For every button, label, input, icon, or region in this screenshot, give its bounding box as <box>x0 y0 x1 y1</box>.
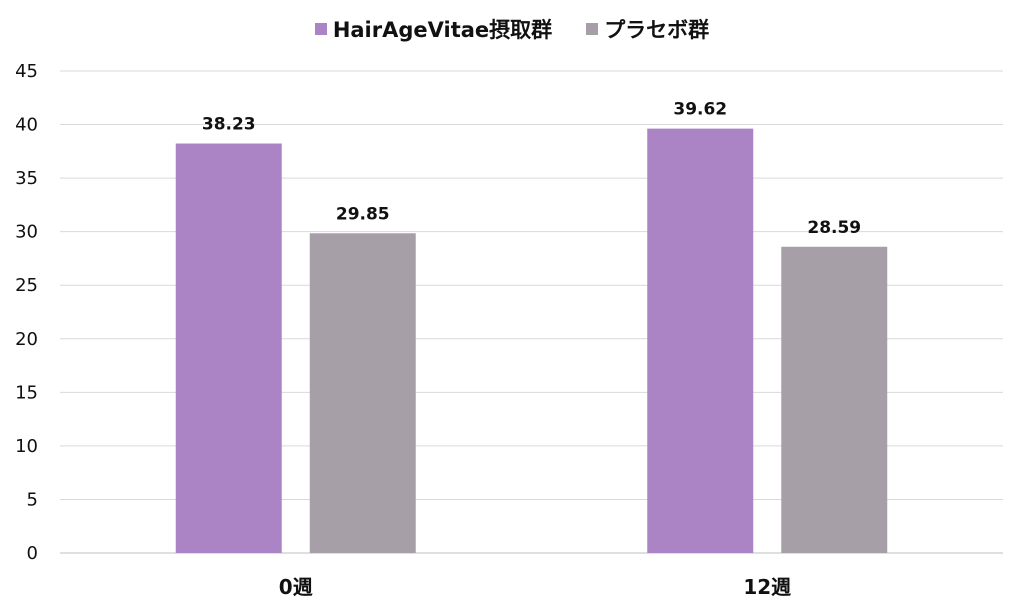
y-tick-label: 20 <box>15 329 38 350</box>
y-tick-label: 10 <box>15 436 38 457</box>
y-tick-label: 25 <box>15 275 38 296</box>
bar <box>309 233 416 554</box>
legend-swatch-placebo <box>586 23 599 35</box>
data-label: 28.59 <box>807 218 861 238</box>
bar <box>781 246 888 553</box>
data-label: 38.23 <box>202 115 256 135</box>
data-label: 39.62 <box>673 100 727 120</box>
x-category-label: 12週 <box>743 575 791 599</box>
y-tick-label: 30 <box>15 222 38 243</box>
y-tick-label: 45 <box>15 61 38 82</box>
legend-swatch-hairagevitae <box>314 23 327 35</box>
legend-item-hairagevitae: HairAgeVitae摂取群 <box>314 14 553 44</box>
legend-label-placebo: プラセボ群 <box>604 18 710 42</box>
y-tick-label: 35 <box>15 168 38 189</box>
chart-legend: HairAgeVitae摂取群 プラセボ群 <box>0 14 1024 44</box>
y-tick-label: 15 <box>15 382 38 403</box>
y-axis-ticks: 0 5 10 15 20 25 30 35 40 45 <box>15 61 38 564</box>
x-category-label: 0週 <box>279 575 313 599</box>
y-tick-label: 40 <box>15 115 38 136</box>
y-tick-label: 0 <box>27 543 38 564</box>
legend-item-placebo: プラセボ群 <box>586 14 709 44</box>
bar <box>175 143 282 553</box>
x-axis-categories: 0週 12週 <box>279 575 791 599</box>
bar <box>647 128 754 553</box>
legend-label-hairagevitae: HairAgeVitae摂取群 <box>332 18 553 42</box>
data-label: 29.85 <box>336 204 390 224</box>
data-labels: 38.23 29.85 39.62 28.59 <box>202 100 861 238</box>
y-tick-label: 5 <box>27 489 38 510</box>
bars <box>175 128 888 554</box>
